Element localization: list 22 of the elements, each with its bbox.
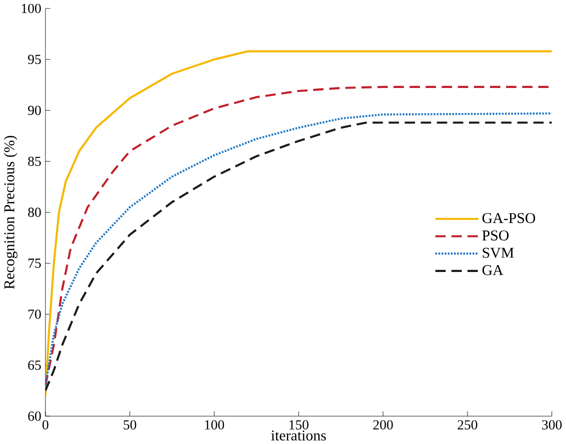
y-tick-label: 100	[22, 4, 41, 13]
y-tick-label: 95	[28, 54, 41, 64]
legend-label: SVM	[482, 248, 514, 258]
y-axis-title: Recognition Precious (%)	[4, 136, 18, 289]
y-tick-label: 65	[28, 360, 41, 370]
x-tick-label: 150	[290, 420, 308, 430]
x-tick-label: 300	[542, 420, 562, 430]
y-tick-label: 75	[28, 258, 41, 268]
y-tick-label: 80	[28, 207, 41, 217]
y-tick-label: 85	[28, 156, 41, 166]
y-tick-label: 70	[28, 309, 41, 319]
x-axis-title: iterations	[271, 430, 326, 440]
x-tick-label: 50	[124, 420, 136, 430]
x-tick-label: 100	[205, 420, 224, 430]
x-tick-label: 200	[373, 420, 393, 430]
x-tick-label: 250	[458, 420, 478, 430]
y-tick-label: 90	[28, 106, 41, 115]
legend-label: GA-PSO	[482, 212, 536, 223]
y-tick-label: 60	[28, 411, 41, 421]
x-tick-label: 0	[42, 420, 48, 430]
legend-label: GA	[482, 264, 504, 275]
legend-label: PSO	[482, 230, 509, 240]
